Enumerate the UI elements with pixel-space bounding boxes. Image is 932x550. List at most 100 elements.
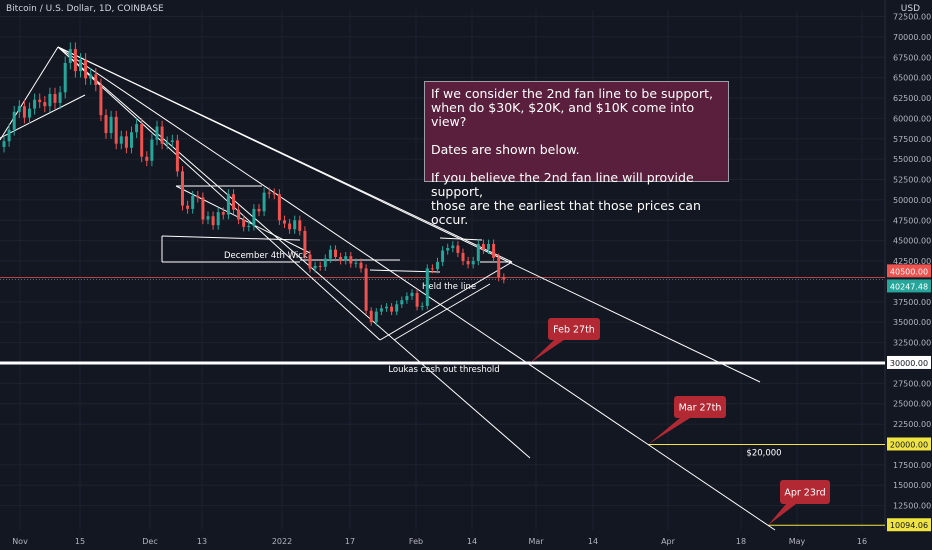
candle-body [216,212,220,226]
candle-body [466,261,470,265]
candle-body [150,139,154,161]
candle-body [420,305,424,307]
candle-body [441,250,445,262]
x-tick-label: 14 [588,537,598,546]
candle-body [145,156,149,161]
candle-body [53,93,57,103]
y-axis: 72500.00 70000.00 67500.00 65000.00 62500.00… [884,0,931,530]
tag-30k: 30000.00 [887,355,931,369]
price-tags: 40500.00 40247.48 30000.00 20000.00 10094.06 [887,264,931,532]
grid [0,10,885,530]
candle-body [456,245,460,253]
candle-body [33,99,37,109]
trend-line [0,46,59,141]
candles [2,42,506,326]
candle-body [502,277,506,280]
candle-body [114,116,118,144]
candle-body [191,195,195,209]
candle-body [288,223,292,230]
candle-body [28,108,31,118]
december-wick-label: December 4th Wick [224,251,308,261]
candle-body [140,124,144,157]
trend-line [161,235,301,241]
trend-line [369,269,441,273]
candle-body [481,243,485,250]
callout-mar-27th: Mar 27th [648,396,726,445]
callout-pointer [648,418,690,445]
x-tick-label: 16 [857,537,867,546]
candle-body [22,106,26,118]
trend-line [57,46,531,459]
candle-body [390,306,394,312]
candle-body [48,93,52,107]
callout-apr-23rd: Apr 23rd [768,480,830,526]
candle-body [283,220,286,224]
trend-line [439,237,483,241]
candle-body [170,140,174,143]
y-tick-label: 62500.00 [893,94,931,103]
trend-line [393,283,491,341]
candle-body [94,74,98,85]
callout-pointer [530,340,564,363]
candle-body [349,256,353,264]
candle-body [410,292,414,297]
candle-body [369,310,373,323]
y-tick-label: 60000.00 [893,114,931,123]
callout-feb-27th: Feb 27th [530,318,600,363]
x-tick-label: 17 [345,537,355,546]
callout-bubble [674,396,726,418]
candle-body [63,62,67,93]
x-tick-label: 14 [467,537,477,546]
trend-line [57,46,381,341]
candle-body [119,136,123,144]
tag-last-red-text: 40500.00 [890,267,928,276]
chart-title: Bitcoin / U.S. Dollar, 1D, COINBASE [6,4,164,14]
candle-body [99,84,103,116]
candle-body [12,111,16,130]
candle-body [247,226,251,228]
y-tick-label: 70000.00 [893,33,931,42]
y-tick-label: 15000.00 [893,481,931,490]
candle-body [313,265,317,269]
y-tick-label: 65000.00 [893,74,931,83]
candle-body [196,195,200,198]
candle-body [104,115,108,134]
candle-body [201,197,205,220]
cash-out-label: Loukas cash out threshold [388,365,499,375]
tag-last-price-text: 40247.48 [890,282,928,291]
y-tick-label: 32500.00 [893,339,931,348]
candle-body [160,126,164,144]
candle-body [379,308,383,312]
callout-label: Apr 23rd [784,488,825,499]
candle-body [385,306,388,309]
candle-body [334,249,337,257]
trend-line [57,46,776,531]
candle-body [446,248,450,251]
x-tick-label: Apr [661,537,676,546]
y-tick-label: 57500.00 [893,135,931,144]
candle-body [242,219,246,227]
candle-body [339,256,343,261]
candle-body [181,171,184,206]
candle-body [374,311,378,323]
candle-body [155,126,159,140]
x-tick-label: 18 [736,537,746,546]
candle-body [476,243,480,262]
candle-body [430,268,434,270]
x-tick-label: 13 [197,537,207,546]
candle-body [267,192,271,194]
y-tick-label: 42500.00 [893,257,931,266]
candle-body [308,254,312,269]
candle-body [73,49,77,72]
tag-last-red-bg [887,264,931,278]
y-tick-label: 37500.00 [893,298,931,307]
candle-body [262,192,266,212]
x-tick-label: Feb [409,537,423,546]
y-tick-label: 25000.00 [893,400,931,409]
x-tick-label: Dec [142,537,157,546]
candle-body [318,265,322,267]
candle-body [272,193,276,195]
candle-body [487,243,490,250]
